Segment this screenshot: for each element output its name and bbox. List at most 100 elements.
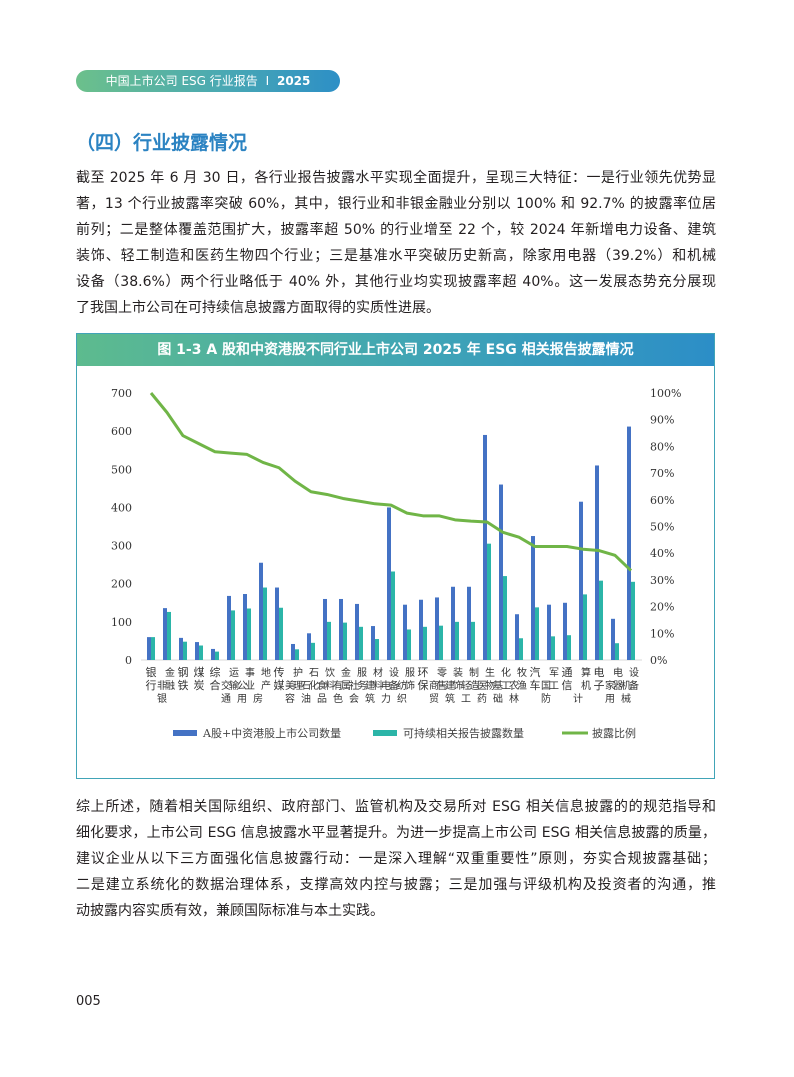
x-tick-char: 保: [418, 678, 429, 692]
legend-label: A股+中资港股上市公司数量: [202, 726, 341, 740]
x-tick-char: 理: [293, 680, 303, 692]
bar-listed-companies: [419, 599, 423, 660]
x-tick-char: 容: [285, 692, 295, 705]
x-tick-char: 建: [445, 679, 455, 692]
paragraph-2: 综上所述，随着相关国际组织、政府部门、监管机构及交易所对 ESG 相关信息披露的…: [76, 794, 716, 924]
x-tick-char: 电: [594, 666, 605, 679]
x-tick-char: 电: [381, 679, 391, 692]
x-tick-char: 融: [165, 680, 175, 692]
x-tick-char: 制: [469, 666, 479, 679]
x-tick-char: 业: [245, 680, 255, 692]
paragraph-1: 截至 2025 年 6 月 30 日，各行业报告披露水平实现全面提升，呈现三大特…: [76, 165, 716, 321]
y-left-tick-label: 600: [111, 425, 132, 438]
x-tick-char: 事: [245, 666, 255, 679]
x-tick-char: 银: [146, 665, 157, 679]
bar-listed-companies: [371, 626, 375, 660]
text-line: 细化要求，上市公司 ESG 信息披露水平显著提升。为进一步提高上市公司 ESG …: [76, 825, 716, 841]
x-tick-char: 地: [261, 666, 271, 679]
bar-listed-companies: [163, 608, 167, 660]
bar-listed-companies: [403, 604, 407, 660]
line-disclosure-ratio: [149, 392, 633, 572]
y-left-tick-label: 100: [111, 616, 132, 629]
x-tick-char: 石: [309, 668, 319, 679]
bar-disclosures: [503, 576, 507, 660]
bar-disclosures: [551, 636, 555, 660]
x-tick-char: 服: [357, 667, 367, 679]
y-right-tick-label: 70%: [650, 467, 674, 480]
x-tick-char: 药: [477, 693, 487, 705]
bar-listed-companies: [451, 586, 455, 660]
y-left-tick-label: 500: [111, 463, 132, 476]
x-tick-char: 色: [333, 692, 343, 705]
x-tick-char: 织: [397, 693, 407, 705]
y-right-tick-label: 80%: [650, 440, 674, 453]
x-tick-char: 机: [581, 679, 591, 692]
legend-swatch: [373, 730, 397, 736]
x-tick-char: 媒: [274, 679, 285, 692]
x-tick-char: 石: [301, 681, 311, 692]
x-tick-char: 林: [509, 692, 519, 705]
bar-listed-companies: [627, 426, 631, 660]
x-tick-char: 设: [389, 667, 399, 679]
x-tick-char: 工: [461, 694, 471, 705]
text-line: 综上所述，随着相关国际组织、政府部门、监管机构及交易所对 ESG 相关信息披露的…: [76, 799, 716, 815]
x-tick-char: 品: [317, 693, 327, 705]
bar-listed-companies: [579, 501, 583, 660]
y-left-tick-label: 400: [111, 501, 132, 514]
x-tick-char: 工: [501, 681, 511, 692]
x-tick-char: 环: [418, 666, 429, 679]
y-left-tick-label: 200: [111, 578, 132, 591]
x-tick-char: 综: [210, 665, 221, 679]
y-left-tick-label: 300: [111, 540, 132, 553]
x-tick-char: 医: [477, 680, 487, 692]
x-tick-char: 装: [453, 666, 463, 679]
bar-disclosures: [247, 608, 251, 660]
x-tick-char: 贸: [429, 693, 439, 705]
x-tick-char: 器: [613, 680, 623, 692]
text-line: 装饰、轻工制造和医药生物四个行业；三是基准水平突破历史新高，除家用电器（39.2…: [76, 248, 716, 264]
bar-disclosures: [231, 610, 235, 660]
bar-listed-companies: [227, 595, 231, 660]
x-tick-char: 信: [562, 679, 573, 692]
x-tick-char: 工: [549, 681, 559, 692]
x-tick-char: 造: [469, 679, 479, 692]
text-line: 著，13 个行业披露率突破 60%，其中，银行业和非银金融业分别以 100% 和…: [76, 196, 716, 212]
bar-disclosures: [567, 635, 571, 660]
x-tick-char: 筑: [365, 692, 375, 705]
y-right-tick-label: 0%: [650, 654, 667, 667]
bar-listed-companies: [243, 594, 247, 660]
x-tick-char: 传: [274, 666, 285, 679]
x-tick-char: 售: [437, 679, 447, 692]
x-tick-char: 备: [629, 679, 639, 692]
header-year: 2025: [276, 74, 311, 88]
y-right-tick-label: 30%: [650, 574, 674, 587]
x-tick-char: 牧: [517, 666, 527, 679]
x-tick-char: 基: [493, 679, 503, 692]
x-tick-char: 银: [157, 692, 167, 705]
x-tick-char: 化: [309, 679, 319, 692]
x-tick-char: 用: [605, 694, 615, 705]
x-tick-char: 算: [581, 666, 591, 679]
text-line: 二是建立系统化的数据治理体系，支撑高效内控与披露；三是加强与评级机构及投资者的沟…: [76, 877, 716, 893]
x-tick-char: 钢: [178, 666, 189, 679]
bar-listed-companies: [195, 642, 199, 660]
x-tick-char: 公: [237, 681, 247, 692]
bar-disclosures: [599, 580, 603, 660]
bar-listed-companies: [323, 598, 327, 660]
x-tick-char: 通: [221, 693, 231, 705]
bar-listed-companies: [435, 597, 439, 660]
text-line: 建议企业从以下三方面强化信息披露行动：一是深入理解“双重重要性”原则，夯实合规披…: [76, 851, 716, 867]
y-right-tick-label: 10%: [650, 627, 674, 640]
bar-listed-companies: [563, 602, 567, 660]
chart-svg: 0 100 200 300 400 500 600 700 0% 10% 20% 30% 40% 50% 6…: [111, 387, 681, 740]
x-tick-char: 油: [301, 692, 311, 705]
x-tick-char: 防: [541, 692, 551, 705]
x-tick-char: 合: [210, 678, 221, 692]
text-line: 了我国上市公司在可持续信息披露方面取得的实质性进展。: [76, 300, 440, 316]
x-tick-char: 输: [229, 679, 239, 692]
x-tick-char: 国: [541, 680, 551, 692]
bar-disclosures: [487, 543, 491, 660]
bar-disclosures: [295, 649, 299, 660]
x-tick-char: 务: [357, 679, 367, 692]
bar-listed-companies: [531, 536, 535, 660]
